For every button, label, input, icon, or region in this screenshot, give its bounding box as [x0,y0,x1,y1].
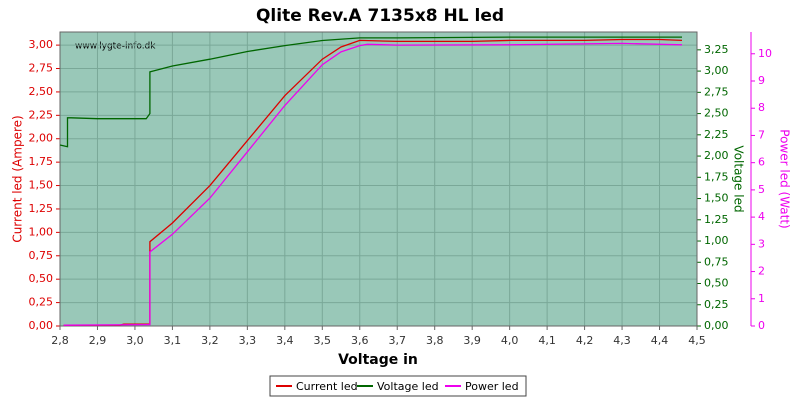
legend [269,375,527,397]
chart-title: Qlite Rev.A 7135x8 HL led [256,6,504,26]
y-tick-label: 3,00 [29,38,54,51]
x-tick-label: 3,7 [388,334,406,347]
y-axis-title: Current led (Ampere) [11,115,25,242]
y-tick-label: 1,50 [29,179,54,192]
plot-frame [59,31,698,327]
y-tick-label: 0,25 [29,296,54,309]
y3-axis-title: Power led (Watt) [778,129,792,228]
y-tick-label: 2,75 [29,62,54,75]
y-tick-label: 6 [758,156,765,169]
x-tick-label: 4,4 [651,334,669,347]
x-tick-label: 3,3 [239,334,257,347]
y-tick-label: 9 [758,74,765,87]
y-tick-label: 2,00 [704,149,729,162]
x-tick-label: 4,2 [576,334,594,347]
y-tick-label: 1,75 [29,155,54,168]
y-tick-label: 0 [758,319,765,332]
series-line [59,36,682,148]
y-tick-label: 5 [758,183,765,196]
x-tick-label: 4,3 [613,334,631,347]
y-tick-label: 2,50 [704,107,729,120]
y-tick-label: 2,50 [29,85,54,98]
y-tick-label: 1 [758,292,765,305]
y-tick-label: 3,25 [704,43,729,56]
legend-label: Voltage led [377,380,439,393]
series-line [63,42,683,326]
y-tick-label: 0,50 [29,272,54,285]
x-tick-label: 3,9 [463,334,481,347]
y-tick-label: 2,25 [704,128,729,141]
x-tick-label: 2,8 [51,334,69,347]
x-tick-label: 3,1 [164,334,182,347]
y-tick-label: 2 [758,265,765,278]
legend-label: Power led [465,380,519,393]
y-tick-label: 8 [758,101,765,114]
x-tick-label: 2,9 [89,334,107,347]
y-tick-label: 10 [758,47,772,60]
y-tick-label: 7 [758,128,765,141]
y-tick-label: 3,00 [704,64,729,77]
y-tick-label: 0,75 [704,255,729,268]
x-tick-label: 4,1 [538,334,556,347]
y-tick-label: 0,00 [704,319,729,332]
y-tick-label: 1,25 [704,213,729,226]
y-tick-label: 2,25 [29,108,54,121]
y-tick-label: 4 [758,210,765,223]
y-tick-label: 0,75 [29,249,54,262]
y-tick-label: 3 [758,237,765,250]
y-tick-label: 1,75 [704,170,729,183]
x-tick-label: 4,0 [501,334,519,347]
x-axis-title: Voltage in [338,352,418,368]
x-tick-label: 3,6 [351,334,369,347]
x-tick-label: 3,5 [314,334,332,347]
x-tick-label: 4,5 [688,334,706,347]
legend-label: Current led [296,380,358,393]
y2-axis-title: Voltage led [732,145,746,212]
x-tick-label: 3,8 [426,334,444,347]
x-tick-label: 3,2 [201,334,219,347]
y-tick-label: 1,50 [704,192,729,205]
y-tick-label: 0,00 [29,319,54,332]
y-tick-label: 1,25 [29,202,54,215]
y-tick-label: 1,00 [29,225,54,238]
plot-area [60,32,697,326]
y-tick-label: 0,50 [704,277,729,290]
y-tick-label: 2,75 [704,85,729,98]
x-tick-label: 3,4 [276,334,294,347]
y-tick-label: 1,00 [704,234,729,247]
x-tick-label: 3,0 [126,334,144,347]
watermark: www.lygte-info.dk [75,42,156,52]
y-tick-label: 2,00 [29,132,54,145]
y-tick-label: 0,25 [704,298,729,311]
